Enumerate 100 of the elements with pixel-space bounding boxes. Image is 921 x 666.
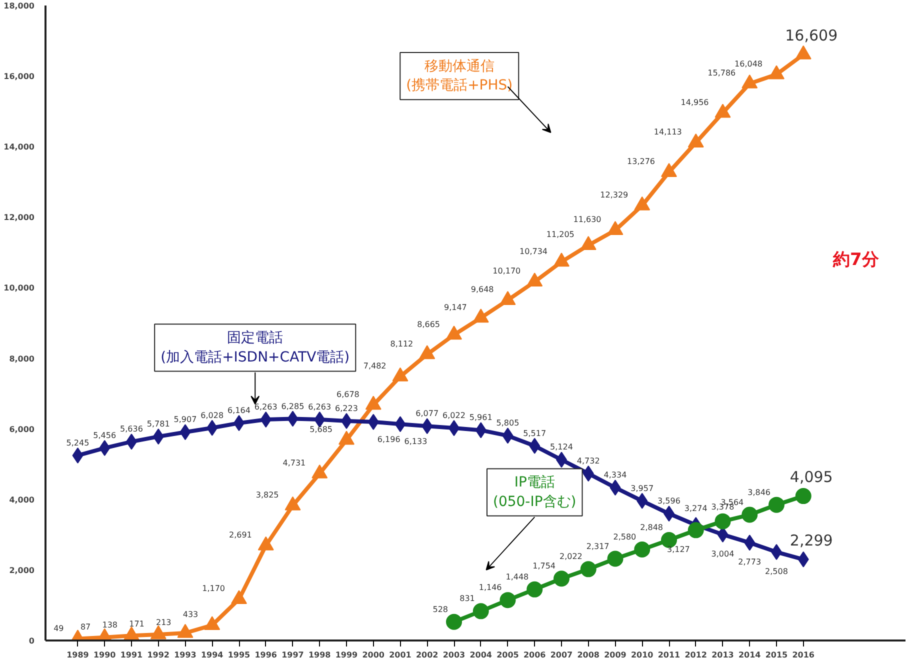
data-label: 6,223 [335, 404, 358, 413]
point [446, 614, 462, 630]
point [661, 162, 677, 177]
data-label: 433 [182, 610, 198, 620]
data-label: 2,299 [790, 531, 833, 550]
x-tick-label: 1992 [147, 650, 170, 660]
x-tick-label: 1996 [254, 650, 278, 660]
x-tick-label: 1990 [93, 650, 116, 660]
point [795, 45, 812, 60]
data-label: 15,786 [708, 68, 736, 78]
point [580, 236, 596, 250]
data-label: 5,907 [174, 415, 197, 424]
x-tick-label: 2015 [765, 650, 788, 660]
data-label: 1,146 [478, 583, 502, 592]
point [688, 522, 704, 538]
x-tick-label: 2016 [792, 650, 815, 660]
data-label: 3,846 [748, 488, 771, 497]
data-label: 213 [156, 618, 172, 627]
data-label: 5,245 [66, 438, 90, 448]
point [688, 133, 704, 148]
y-tick-label: 10,000 [4, 284, 35, 293]
point [419, 345, 436, 360]
x-tick-label: 2007 [550, 650, 573, 660]
data-label: 5,124 [550, 442, 573, 452]
data-label: 3,596 [658, 496, 680, 506]
y-tick-label: 6,000 [9, 424, 35, 434]
x-tick-label: 2008 [577, 650, 600, 660]
point [607, 221, 624, 236]
data-label: 5,961 [469, 413, 492, 422]
y-tick-label: 8,000 [9, 354, 35, 364]
data-label: 6,164 [228, 406, 250, 416]
point [392, 367, 408, 382]
data-label: 2,508 [765, 567, 788, 576]
data-label: 6,285 [281, 402, 304, 411]
point [714, 513, 731, 530]
data-label: 87 [80, 622, 91, 632]
data-label: 6,678 [336, 390, 360, 399]
data-label: 6,022 [442, 411, 466, 420]
y-tick-label: 16,000 [4, 72, 35, 82]
x-tick-label: 1999 [335, 650, 358, 660]
data-label: 12,329 [600, 190, 628, 200]
point [446, 326, 462, 340]
data-label: 528 [432, 604, 448, 614]
point [795, 488, 812, 504]
text: 約7分 [832, 250, 880, 270]
data-label: 3,004 [711, 550, 734, 559]
x-tick-label: 1993 [174, 650, 196, 660]
x-tick-label: 2012 [684, 650, 708, 660]
point [554, 570, 570, 587]
data-label: 831 [460, 594, 475, 604]
point [554, 252, 570, 267]
x-tick-label: 1994 [200, 650, 224, 660]
point [500, 290, 516, 305]
x-tick-label: 1989 [66, 650, 90, 660]
data-label: 6,263 [308, 402, 332, 412]
x-tick-label: 2004 [470, 650, 492, 660]
data-label: 2,580 [613, 532, 636, 542]
data-label: 9,147 [444, 302, 467, 312]
data-label: 171 [129, 619, 144, 628]
x-tick-label: 1995 [228, 650, 251, 660]
data-label: 6,263 [254, 402, 278, 412]
x-tick-label: 2001 [389, 650, 412, 660]
data-label: 138 [102, 620, 118, 630]
y-tick-label: 0 [28, 636, 35, 646]
x-tick-label: 2010 [630, 650, 654, 660]
data-label: 5,456 [93, 431, 116, 440]
x-tick-label: 1998 [308, 650, 332, 660]
data-label: 16,048 [734, 59, 763, 68]
data-label: 2,848 [640, 523, 664, 532]
data-label: 6,133 [404, 437, 428, 446]
x-tick-label: 2011 [658, 650, 681, 660]
text: 移動体通信 (携帯電話+PHS) [406, 58, 513, 94]
x-tick-label: 2005 [496, 650, 520, 660]
data-label: 3,825 [256, 490, 279, 500]
x-tick-label: 2000 [362, 650, 385, 660]
y-tick-label: 2,000 [9, 566, 35, 575]
x-tick-label: 2014 [738, 650, 762, 660]
data-label: 11,630 [573, 215, 602, 224]
point [768, 496, 784, 513]
point [526, 272, 543, 287]
data-label: 4,095 [790, 468, 833, 486]
data-label: 8,112 [390, 339, 414, 348]
point [472, 603, 489, 620]
point [500, 592, 516, 608]
point [580, 561, 596, 578]
data-label: 2,022 [559, 552, 582, 562]
point [634, 196, 650, 210]
data-label: 7,482 [363, 362, 386, 371]
data-label: 14,956 [680, 98, 709, 107]
data-label: 5,781 [146, 420, 170, 429]
data-label: 2,773 [738, 558, 762, 567]
point [526, 581, 543, 598]
x-tick-label: 2006 [523, 650, 546, 660]
data-label: 3,274 [684, 504, 708, 513]
point [742, 506, 758, 523]
data-label: 1,170 [202, 584, 226, 594]
data-label: 1,754 [532, 562, 556, 571]
data-label: 8,665 [417, 320, 440, 329]
data-label: 16,609 [785, 26, 838, 45]
data-label: 10,734 [520, 246, 548, 256]
